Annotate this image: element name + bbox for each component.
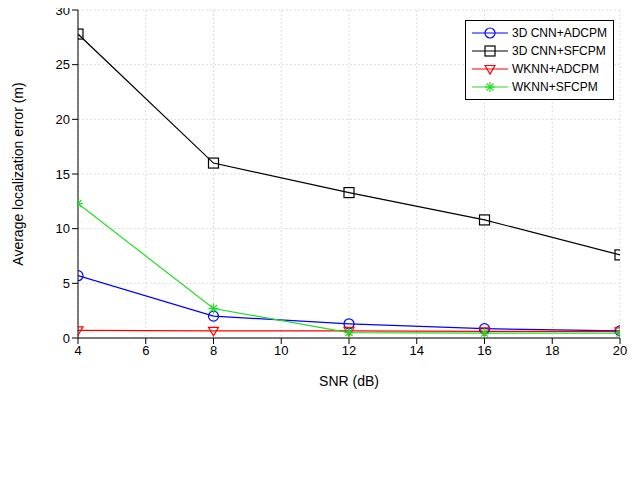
svg-text:10: 10 <box>56 221 70 236</box>
svg-text:15: 15 <box>56 167 70 182</box>
svg-text:30: 30 <box>56 8 70 18</box>
svg-text:14: 14 <box>410 343 424 358</box>
svg-text:5: 5 <box>63 276 70 291</box>
svg-text:10: 10 <box>274 343 288 358</box>
svg-text:Average localization error (m): Average localization error (m) <box>10 82 26 265</box>
svg-text:25: 25 <box>56 57 70 72</box>
svg-text:SNR (dB): SNR (dB) <box>319 373 379 389</box>
svg-text:6: 6 <box>142 343 149 358</box>
svg-text:4: 4 <box>74 343 81 358</box>
html-text:3D CNN+ADCPM: 3D CNN+ADCPM <box>512 26 607 40</box>
svg-text:0: 0 <box>63 331 70 346</box>
svg-text:16: 16 <box>477 343 491 358</box>
svg-text:20: 20 <box>56 112 70 127</box>
svg-text:20: 20 <box>613 343 627 358</box>
html-text:WKNN+SFCPM: WKNN+SFCPM <box>512 80 598 94</box>
html-text:3D CNN+SFCPM: 3D CNN+SFCPM <box>512 44 606 58</box>
svg-text:12: 12 <box>342 343 356 358</box>
svg-text:8: 8 <box>210 343 217 358</box>
svg-text:18: 18 <box>545 343 559 358</box>
html-text:WKNN+ADCPM: WKNN+ADCPM <box>512 62 599 76</box>
